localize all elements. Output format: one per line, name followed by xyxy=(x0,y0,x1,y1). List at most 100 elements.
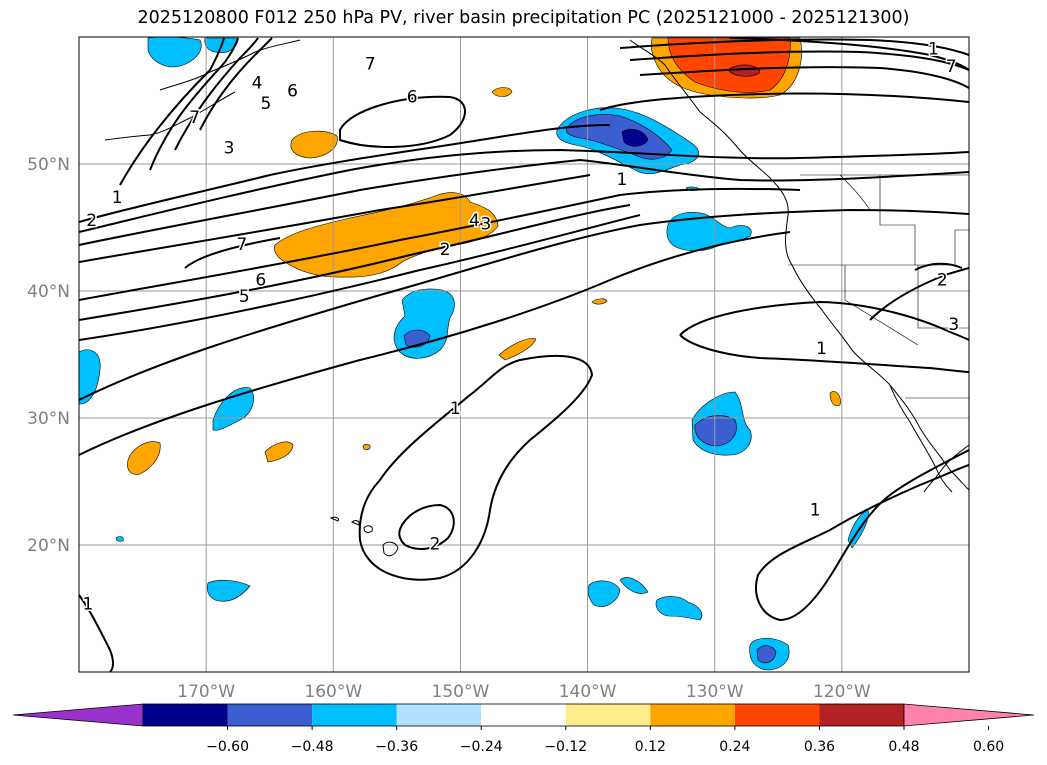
contour-label: 1 xyxy=(616,170,627,190)
contour-19 xyxy=(619,38,969,56)
contour-17 xyxy=(629,50,969,71)
precip-region-blue-cell-4 xyxy=(587,580,621,607)
contour-label: 2 xyxy=(440,240,451,260)
contour-28 xyxy=(755,449,969,622)
contour-8 xyxy=(79,208,969,401)
colorbar-extend-high xyxy=(903,703,1035,727)
contour-label: 7 xyxy=(236,235,247,255)
precip-region-blue-cell-5 xyxy=(619,577,649,594)
colorbar-cell xyxy=(819,704,904,726)
colorbar-tick-label: 0.24 xyxy=(719,739,750,755)
contour-label: 1 xyxy=(450,399,461,419)
precip-region-orange-subtropical-2 xyxy=(264,441,294,463)
precip-region-jet-band-orange xyxy=(274,192,499,278)
contour-14 xyxy=(339,95,466,148)
contour-27 xyxy=(79,594,114,672)
coastline-mexico xyxy=(923,444,969,493)
latitude-labels: 20°N 30°N 40°N 50°N xyxy=(27,155,70,556)
colorbar-cell xyxy=(650,704,735,726)
contour-label: 7 xyxy=(946,57,957,77)
coastlines xyxy=(104,39,969,557)
contour-label: 2 xyxy=(430,535,441,555)
contour-18 xyxy=(639,66,969,89)
colorbar-tick-label: 0.60 xyxy=(973,739,1004,755)
precip-region-west-edge-blue xyxy=(79,349,101,405)
contour-label: 5 xyxy=(260,94,271,114)
contour-label: 1 xyxy=(810,500,821,520)
lon-tick-label: 150°W xyxy=(432,682,490,702)
colorbar-tick-label: 0.48 xyxy=(888,739,919,755)
contour-22 xyxy=(679,334,969,373)
coastline-baja xyxy=(889,384,953,493)
contour-label: 3 xyxy=(948,315,959,335)
contour-7 xyxy=(79,214,641,341)
colorbar-tick-label: 0.12 xyxy=(635,739,666,755)
border-state-3 xyxy=(844,265,919,346)
colorbar-cells xyxy=(12,703,1035,727)
precip-region-aleutian-orange xyxy=(290,130,338,159)
border-state-5 xyxy=(839,174,871,211)
contour-label: 6 xyxy=(287,81,298,101)
lat-tick-label: 30°N xyxy=(27,409,70,429)
precip-region-alaska-positive-mid xyxy=(667,37,791,93)
colorbar-tick-label: −0.36 xyxy=(375,739,418,755)
lon-tick-label: 170°W xyxy=(177,682,235,702)
contour-label: 1 xyxy=(816,339,827,359)
lon-tick-label: 120°W xyxy=(813,682,871,702)
coastline-aleutians xyxy=(104,91,236,141)
contour-label: 6 xyxy=(255,271,266,291)
contour-13 xyxy=(119,37,225,186)
contour-26 xyxy=(398,503,455,551)
contour-10 xyxy=(199,37,273,131)
precip-region-central-pacific-blue xyxy=(393,288,455,359)
contour-16 xyxy=(599,92,969,111)
contour-label: 2 xyxy=(86,211,97,231)
contour-2 xyxy=(79,124,611,223)
lon-tick-label: 130°W xyxy=(686,682,744,702)
coastline-alaska-west xyxy=(159,39,301,91)
precip-region-blue-cell-2 xyxy=(212,387,254,431)
contour-5 xyxy=(79,187,801,301)
longitude-labels: 170°W 160°W 150°W 140°W 130°W 120°W xyxy=(177,682,871,702)
contour-25 xyxy=(358,354,594,581)
colorbar: −0.60 −0.48 −0.36 −0.24 −0.12 0.12 0.24 0.36 0.4… xyxy=(12,703,1035,755)
lon-tick-label: 140°W xyxy=(559,682,617,702)
contour-label: 1 xyxy=(112,188,123,208)
pv-contours xyxy=(79,37,969,672)
colorbar-cell xyxy=(565,704,651,726)
precip-region-east-pacific-blue-1 xyxy=(666,212,752,252)
colorbar-cell xyxy=(396,704,482,726)
contour-15 xyxy=(184,237,281,269)
contour-12 xyxy=(149,37,239,171)
island-hawaii-4 xyxy=(329,516,339,522)
precip-region-small-orange-1 xyxy=(491,87,513,97)
colorbar-ticks: −0.60 −0.48 −0.36 −0.24 −0.12 0.12 0.24 0.36 0.4… xyxy=(206,726,1004,755)
contour-label: 7 xyxy=(365,55,376,75)
colorbar-extend-low xyxy=(12,703,144,727)
precip-shading xyxy=(79,37,869,671)
precip-region-orange-small-2 xyxy=(498,338,537,361)
contour-11 xyxy=(174,37,259,151)
precip-region-orange-small-4 xyxy=(362,443,371,451)
lat-tick-label: 20°N xyxy=(27,536,70,556)
contour-20 xyxy=(729,37,969,71)
contour-label: 1 xyxy=(82,594,93,614)
precip-region-orange-small-3 xyxy=(591,298,608,305)
precip-region-blue-cell-3 xyxy=(206,579,251,602)
contour-1 xyxy=(79,148,969,233)
colorbar-tick-label: −0.12 xyxy=(544,739,587,755)
precip-region-tiny-blue xyxy=(115,536,124,542)
colorbar-tick-label: −0.24 xyxy=(460,739,503,755)
colorbar-cell xyxy=(312,704,397,726)
colorbar-cell xyxy=(227,704,313,726)
colorbar-cell xyxy=(734,704,820,726)
border-state-1 xyxy=(788,229,969,266)
precip-region-gulf-negative-core xyxy=(621,128,649,147)
lat-tick-label: 40°N xyxy=(27,282,70,302)
contour-3 xyxy=(79,158,969,246)
colorbar-cell xyxy=(481,704,566,726)
precip-region-east-pacific-blue-2-inner xyxy=(694,415,737,447)
contour-24 xyxy=(914,262,963,271)
precip-region-orange-subtropical-1 xyxy=(127,441,161,475)
